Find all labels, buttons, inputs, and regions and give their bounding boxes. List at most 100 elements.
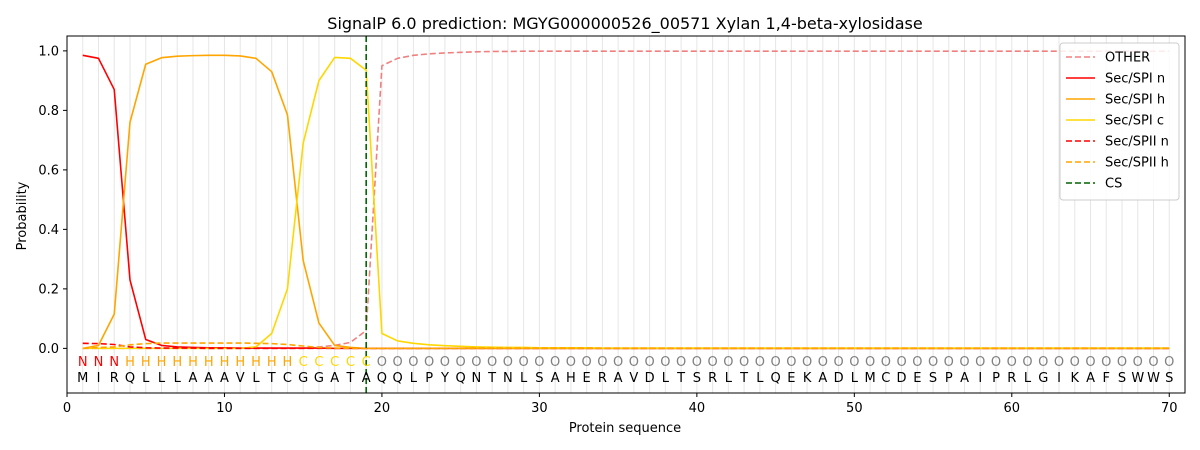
y-tick-label: 0.4 [38,223,59,238]
residue-letter: L [725,371,733,386]
region-label: O [534,355,544,370]
residue-letter: E [583,371,591,386]
x-tick-label: 10 [216,401,233,416]
x-tick-label: 0 [63,401,71,416]
axes: 0 10 20 30 40 50 60 70 0.0 0.2 0.4 0.6 0.8 1.0 [38,35,1186,416]
region-label: O [802,355,812,370]
region-label: O [723,355,733,370]
x-tick-label: 30 [531,401,548,416]
region-label: O [912,355,922,370]
residue-letter: L [1024,371,1032,386]
residue-letter: Q [125,371,135,386]
region-label: O [692,355,702,370]
region-label: O [1022,355,1032,370]
region-label: O [975,355,985,370]
region-label: N [109,355,119,370]
residue-letter: P [945,371,953,386]
y-tick-label: 0.2 [38,282,59,297]
region-label: O [613,355,623,370]
region-label: O [1070,355,1080,370]
residue-letter: A [960,371,969,386]
residue-letter: D [897,371,907,386]
residue-letter: Q [456,371,466,386]
residue-letter: R [1007,371,1016,386]
residue-letter: E [787,371,795,386]
legend-label: Sec/SPI h [1105,93,1165,108]
region-label: O [597,355,607,370]
region-label: H [251,355,261,370]
region-label: O [1038,355,1048,370]
residue-letter: E [913,371,921,386]
residue-letter: A [189,371,198,386]
residue-letter: M [77,371,88,386]
legend-label: OTHER [1105,51,1150,66]
residue-letter: G [298,371,308,386]
region-label: C [362,355,371,370]
residue-letter: L [851,371,859,386]
legend: OTHER Sec/SPI n Sec/SPI h Sec/SPI c Sec/SPII… [1059,42,1180,201]
residue-letter: S [535,371,543,386]
legend-label: CS [1105,177,1122,192]
residue-letter: G [314,371,324,386]
region-label: O [833,355,843,370]
y-tick-label: 0.8 [38,104,59,119]
y-axis-title: Probability [15,181,30,250]
region-label: O [944,355,954,370]
x-axis-title: Protein sequence [569,421,681,436]
region-label: O [1117,355,1127,370]
series-line-sec-spi-n [82,54,1170,350]
region-label: H [172,355,182,370]
residue-letter: A [204,371,213,386]
y-tick-label: 1.0 [38,44,59,59]
region-label: O [1007,355,1017,370]
residue-letter: R [598,371,607,386]
residue-letter: Q [377,371,387,386]
x-tick-label: 70 [1161,401,1178,416]
residue-letter: S [693,371,701,386]
residue-letter: C [881,371,890,386]
region-label: O [660,355,670,370]
residue-letter: F [1103,371,1110,386]
x-tick-label: 60 [1004,401,1021,416]
region-label: O [739,355,749,370]
residue-letter: L [662,371,670,386]
region-label: O [881,355,891,370]
residue-letter: R [110,371,119,386]
region-label: O [786,355,796,370]
series-line-sec-spi-c [82,56,1170,350]
residue-letter: Y [440,371,449,386]
region-label: O [755,355,765,370]
residue-letter: A [330,371,339,386]
residue-letter: A [818,371,827,386]
series-line-sec-spii-h [82,342,1170,350]
region-label: O [582,355,592,370]
residue-letter: L [520,371,528,386]
region-label: O [550,355,560,370]
residue-letter: Q [770,371,780,386]
x-tick-label: 50 [846,401,863,416]
region-label: O [1101,355,1111,370]
residue-letter: A [551,371,560,386]
region-label: O [519,355,529,370]
residue-letter: K [803,371,812,386]
legend-box [1059,42,1180,201]
legend-label: Sec/SPII h [1105,156,1169,171]
residue-letter: W [1131,371,1144,386]
legend-label: Sec/SPI n [1105,72,1165,87]
residue-letter: S [1165,371,1173,386]
residue-letter: C [283,371,292,386]
region-label: O [818,355,828,370]
x-tick-label: 20 [374,401,391,416]
region-label: O [1085,355,1095,370]
region-label: O [1133,355,1143,370]
sequence-annotation: NMNINRHQHLHLHLHAHAHAHVHLHTHCCGCGCACTCAOQ… [77,355,1174,386]
region-label: H [283,355,293,370]
residue-letter: A [1086,371,1095,386]
residue-letter: K [1071,371,1080,386]
region-label: O [566,355,576,370]
region-label: O [424,355,434,370]
residue-letter: T [676,371,685,386]
residue-letter: D [834,371,844,386]
residue-letter: V [629,371,638,386]
residue-letter: I [978,371,982,386]
